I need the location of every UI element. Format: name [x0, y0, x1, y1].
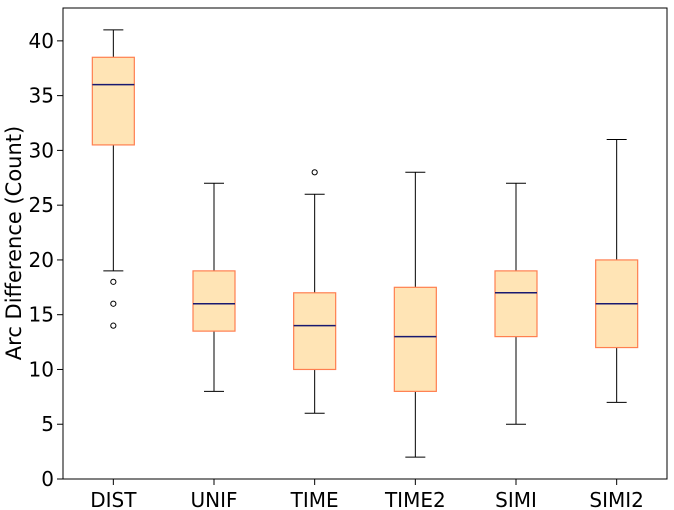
box-unif	[192, 270, 236, 332]
box-time2	[393, 286, 437, 392]
y-tick-label: 10	[29, 357, 54, 381]
plot-frame	[62, 7, 668, 480]
y-axis-label: Arc Difference (Count)	[2, 126, 26, 360]
outlier-point	[110, 278, 117, 285]
y-tick-label: 35	[29, 84, 54, 108]
x-tick-label: SIMI	[495, 488, 537, 510]
x-tick-label: DIST	[90, 488, 137, 510]
y-tick-label: 20	[29, 248, 54, 272]
x-tick-label: UNIF	[190, 488, 237, 510]
y-tick-label: 40	[29, 29, 54, 53]
y-tick-label: 15	[29, 303, 54, 327]
y-tick-label: 5	[41, 412, 54, 436]
outlier-point	[110, 300, 117, 307]
box-simi	[494, 270, 538, 338]
x-tick-label: SIMI2	[589, 488, 643, 510]
y-tick-label: 30	[29, 138, 54, 162]
box-time	[293, 292, 337, 371]
x-tick-label: TIME2	[384, 488, 446, 510]
y-tick-label: 0	[41, 467, 54, 491]
box-dist	[91, 56, 135, 146]
y-tick-label: 25	[29, 193, 54, 217]
outlier-point	[110, 322, 117, 329]
x-tick-label: TIME	[290, 488, 339, 510]
outlier-point	[311, 169, 318, 176]
